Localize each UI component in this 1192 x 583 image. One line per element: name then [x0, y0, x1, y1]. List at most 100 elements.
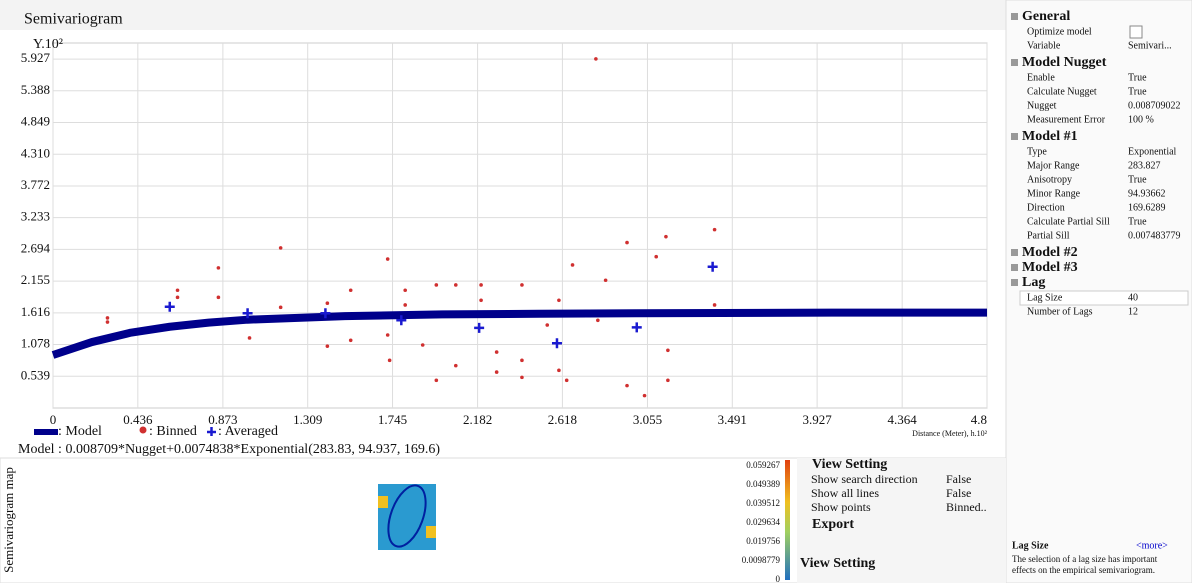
binned-point	[325, 301, 330, 306]
property-label: Major Range	[1027, 160, 1080, 171]
property-value: Semivari...	[1128, 40, 1172, 51]
binned-point	[557, 368, 561, 373]
y-tick-label: 3.772	[21, 177, 50, 192]
section-toggle[interactable]	[1011, 59, 1018, 66]
binned-point	[666, 348, 670, 353]
section-header: Model Nugget	[1022, 55, 1107, 70]
averaged-point	[631, 322, 642, 333]
binned-point	[453, 283, 458, 287]
export-header: Export	[812, 517, 854, 532]
section-header: Model #2	[1022, 245, 1078, 260]
property-value: 0.008709022	[1128, 100, 1181, 111]
y-tick-label: 4.849	[21, 114, 50, 129]
y-tick-label: 2.694	[21, 240, 51, 255]
map-label: Semivariogram map	[1, 467, 16, 573]
binned-point	[520, 283, 524, 287]
section-toggle[interactable]	[1011, 133, 1018, 140]
property-value: True	[1128, 86, 1147, 97]
binned-point	[712, 227, 717, 232]
binned-point	[494, 350, 499, 354]
property-label: Calculate Partial Sill	[1027, 216, 1110, 227]
property-value: Exponential	[1128, 146, 1177, 157]
binned-point	[385, 257, 390, 261]
binned-point	[348, 338, 353, 343]
row-highlight	[1019, 290, 1189, 306]
scale-label: 0	[776, 574, 781, 583]
binned-point	[247, 336, 252, 340]
property-label: Anisotropy	[1027, 174, 1072, 185]
binned-point	[387, 358, 392, 363]
scale-label: 0.049389	[746, 479, 780, 489]
averaged-point	[474, 322, 485, 333]
y-tick-label: 3.233	[21, 209, 50, 224]
binned-point	[278, 305, 283, 310]
legend-swatch	[139, 426, 147, 434]
binned-point	[105, 320, 110, 324]
help-title: Lag Size	[1012, 540, 1049, 551]
view-setting-value: Binned..	[946, 500, 987, 514]
binned-point	[557, 298, 561, 303]
x-tick-label: 0	[50, 412, 57, 427]
view-setting-footer: View Setting	[800, 556, 875, 571]
x-tick-label: 2.182	[463, 412, 492, 427]
section-toggle[interactable]	[1011, 279, 1018, 286]
legend-swatch	[34, 429, 58, 435]
y-tick-label: 2.155	[21, 272, 50, 287]
section-toggle[interactable]	[1011, 249, 1018, 256]
legend-label: : Model	[58, 424, 102, 439]
property-value: True	[1128, 174, 1147, 185]
scale-label: 0.029634	[746, 517, 780, 527]
binned-point	[564, 378, 569, 383]
property-value: 283.827	[1128, 160, 1161, 171]
view-setting-value: False	[946, 486, 971, 500]
y-axis-label: Y.10²	[33, 37, 63, 52]
property-value: 169.6289	[1128, 202, 1166, 213]
averaged-point	[242, 308, 253, 319]
binned-point	[594, 57, 598, 61]
property-label: Partial Sill	[1027, 230, 1070, 241]
binned-point	[494, 370, 499, 374]
color-bar	[785, 460, 790, 580]
view-setting-panel	[797, 458, 1006, 583]
x-tick-label: 1.309	[293, 412, 322, 427]
binned-point	[625, 240, 629, 245]
binned-point	[105, 316, 110, 320]
binned-point	[642, 393, 647, 398]
scale-label: 0.059267	[746, 460, 780, 470]
optimize-button[interactable]	[1129, 25, 1143, 39]
averaged-point	[707, 261, 718, 272]
binned-point	[666, 378, 670, 383]
property-label: Type	[1027, 146, 1047, 157]
property-label: Lag Size	[1027, 292, 1063, 303]
property-label: Nugget	[1027, 100, 1057, 111]
map-image	[378, 484, 436, 550]
binned-point	[403, 303, 407, 307]
section-header: Model #1	[1022, 129, 1078, 144]
view-setting-label: Show all lines	[811, 486, 879, 500]
binned-point	[385, 333, 390, 337]
view-setting-label: Show search direction	[811, 472, 918, 486]
model-formula: Model : 0.008709*Nugget+0.0074838*Expone…	[18, 442, 440, 457]
binned-point	[420, 343, 425, 347]
binned-point	[434, 378, 439, 383]
averaged-point	[320, 308, 331, 319]
legend-label: : Binned	[149, 424, 197, 439]
x-tick-label: 0.436	[123, 412, 153, 427]
section-toggle[interactable]	[1011, 264, 1018, 271]
property-label: Optimize model	[1027, 26, 1092, 37]
binned-point	[545, 323, 550, 327]
x-tick-label: 4.8	[971, 412, 987, 427]
binned-point	[348, 288, 353, 293]
x-tick-label: 1.745	[378, 412, 407, 427]
property-label: Number of Lags	[1027, 306, 1093, 317]
view-setting-value: False	[946, 472, 971, 486]
section-toggle[interactable]	[1011, 13, 1018, 20]
help-link[interactable]: <more>	[1136, 540, 1168, 551]
section-header: Lag	[1022, 275, 1045, 290]
binned-point	[479, 298, 483, 303]
binned-point	[278, 246, 283, 250]
binned-point	[453, 363, 458, 368]
y-tick-label: 4.310	[21, 145, 50, 160]
property-label: Minor Range	[1027, 188, 1081, 199]
